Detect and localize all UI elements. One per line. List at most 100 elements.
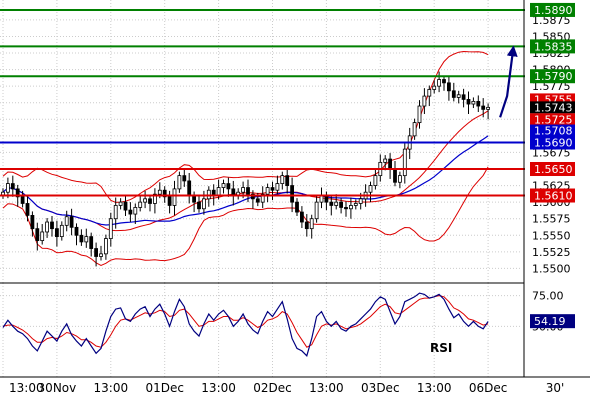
candle-body	[59, 224, 64, 238]
candle-body	[1, 191, 5, 196]
candle-body	[393, 168, 397, 183]
candle-body	[388, 158, 393, 170]
candle-body	[456, 94, 461, 98]
candle-body	[437, 79, 442, 87]
candle-body	[182, 175, 187, 182]
candle-body	[40, 231, 45, 241]
candle-body	[285, 175, 290, 186]
candle-body	[30, 214, 35, 230]
candle-body	[275, 183, 280, 191]
candle-body	[412, 122, 417, 137]
candle-body	[451, 90, 456, 98]
candle-body	[461, 94, 466, 100]
candle-body	[255, 198, 260, 203]
candle-body	[64, 216, 69, 226]
candle-body	[25, 203, 30, 216]
projection-arrow	[499, 45, 518, 118]
candle-body	[157, 189, 162, 195]
candle-body	[177, 175, 182, 190]
candle-body	[226, 183, 231, 190]
price-tick-label: 1.5675	[532, 146, 571, 159]
candle-body	[344, 207, 348, 210]
x-tick-label: 13:00	[9, 381, 44, 395]
candle-body	[84, 236, 89, 243]
price-marker-label: 1.5725	[534, 113, 573, 126]
candle-body	[50, 221, 54, 230]
x-tick-label: 13:00	[94, 381, 129, 395]
candle-body	[270, 187, 275, 191]
x-tick-label: 30Nov	[38, 381, 77, 395]
candle-body	[246, 187, 250, 195]
x-tick-label: 13:00	[417, 381, 452, 395]
candle-body	[187, 180, 192, 196]
candle-body	[6, 183, 10, 193]
x-tick-label: 01Dec	[145, 381, 184, 395]
level-label: 1.5650	[534, 163, 573, 176]
rsi-tick-label: 75.00	[532, 290, 564, 303]
price-marker-box	[530, 101, 575, 114]
candle-body	[10, 183, 15, 190]
candle-body	[304, 221, 309, 230]
candle-body	[466, 99, 471, 105]
level-label-box	[530, 135, 575, 150]
candle-body	[221, 183, 226, 188]
level-label: 1.5835	[534, 40, 573, 53]
candle-body	[15, 188, 20, 198]
rsi-line	[2, 292, 489, 357]
price-tick-label: 1.5775	[532, 80, 571, 93]
price-panel: 1.55001.55251.55501.55751.56001.56251.56…	[0, 0, 575, 283]
candle-body	[314, 201, 319, 220]
x-tick-label: 03Dec	[361, 381, 400, 395]
candle-body	[417, 105, 422, 124]
price-tick-label: 1.5550	[532, 229, 571, 242]
candle-body	[94, 248, 98, 257]
rsi-plot-area	[0, 283, 522, 377]
candle-body	[373, 175, 378, 186]
candle-body	[69, 216, 74, 228]
candle-body	[99, 253, 103, 257]
candle-body	[79, 234, 84, 243]
rsi-marker-label: 54.19	[534, 315, 566, 328]
candle-body	[265, 187, 270, 195]
candle-body	[104, 238, 108, 255]
price-marker-box	[530, 113, 575, 126]
candle-body	[148, 198, 152, 204]
candle-body	[167, 196, 172, 206]
level-label-box	[530, 2, 575, 17]
candle-body	[353, 203, 358, 206]
bollinger-lower-band	[2, 166, 489, 266]
bollinger-upper-band	[2, 50, 489, 203]
candle-body	[133, 207, 138, 215]
candle-body	[128, 209, 133, 215]
level-label-box	[530, 162, 575, 177]
candle-body	[427, 89, 432, 97]
candle-body	[216, 187, 221, 196]
candle-body	[118, 201, 123, 206]
x-tick-label: 13:00	[201, 381, 236, 395]
candle-body	[442, 79, 446, 84]
candle-body	[152, 193, 157, 204]
candle-body	[476, 101, 481, 107]
candle-body	[348, 205, 353, 210]
candle-body	[20, 196, 25, 204]
rsi-marker-box	[530, 314, 575, 329]
level-label-box	[530, 69, 575, 84]
candle-body	[432, 85, 437, 90]
price-marker-box	[530, 124, 575, 137]
candle-body	[108, 218, 113, 239]
moving-average-line	[2, 135, 489, 226]
level-label: 1.5890	[534, 4, 573, 17]
candle-body	[486, 106, 491, 110]
price-tick-label: 1.5875	[532, 14, 571, 27]
candle-body	[422, 95, 427, 107]
candle-body	[397, 175, 402, 183]
candle-body	[309, 218, 314, 230]
candle-body	[113, 205, 118, 220]
candle-body	[299, 211, 304, 223]
candle-body	[368, 185, 373, 193]
candle-body	[89, 236, 94, 249]
candle-body	[241, 187, 246, 193]
candle-body	[172, 188, 177, 206]
